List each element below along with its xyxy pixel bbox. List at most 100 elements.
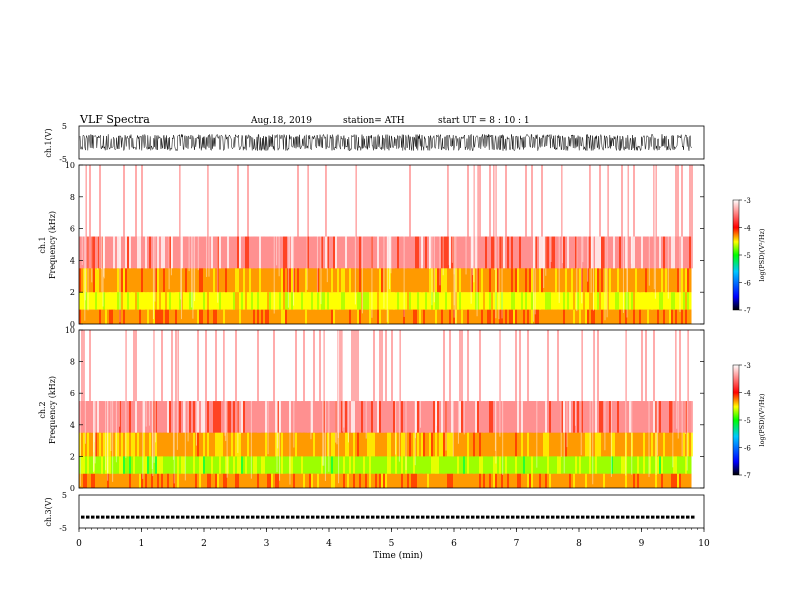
ch3-waveform-segment — [376, 515, 380, 519]
spectrogram-streak — [338, 330, 340, 484]
spectrogram-column — [631, 309, 633, 324]
spectrogram-column — [143, 330, 145, 402]
spectrogram-column — [425, 401, 427, 433]
spectrogram-column — [617, 330, 619, 402]
spectrogram-column — [227, 473, 229, 488]
spectrogram-streak — [561, 165, 563, 264]
spectrogram-column — [377, 456, 379, 474]
spectrogram-column — [641, 165, 643, 237]
spectrogram-column — [135, 309, 137, 324]
spectrogram-column — [489, 236, 491, 269]
spectrogram-column — [509, 456, 511, 474]
spectrogram-column — [473, 268, 475, 293]
spectrogram-column — [141, 268, 143, 293]
spectrogram-column — [105, 268, 107, 293]
spectrogram-column — [99, 309, 101, 324]
spectrogram-streak — [125, 330, 127, 458]
ch3-waveform-segment — [426, 515, 430, 519]
spectrogram-column — [499, 309, 501, 324]
spectrogram-column — [557, 309, 559, 324]
ch3-waveform-segment — [631, 515, 635, 519]
spectrogram-column — [125, 268, 127, 293]
spectrogram-column — [239, 165, 241, 237]
spectrogram-streak — [499, 330, 501, 437]
spectrogram-column — [563, 236, 565, 269]
spectrogram-column — [399, 165, 401, 237]
spectrogram-streak — [148, 330, 150, 426]
spectrogram-column — [587, 432, 589, 457]
ch1-waveform-line — [79, 133, 692, 152]
spectrogram-column — [103, 236, 105, 269]
spectrogram-column — [301, 292, 303, 310]
spectrogram-column — [237, 165, 239, 237]
spectrogram-column — [99, 432, 101, 457]
spectrogram-column — [265, 309, 267, 324]
spectrogram-streak — [587, 165, 589, 282]
spectrogram-column — [529, 456, 531, 474]
spectrogram-column — [497, 268, 499, 293]
spectrogram-column — [221, 432, 223, 457]
spectrogram-column — [507, 165, 509, 237]
spectrogram-column — [123, 268, 125, 293]
spectrogram-column — [231, 268, 233, 293]
spectrogram-column — [283, 456, 285, 474]
spectrogram-column — [669, 401, 671, 433]
spectrogram-column — [441, 309, 443, 324]
spectrogram-column — [191, 330, 193, 402]
ch3-waveform-segment — [256, 515, 260, 519]
spectrogram-column — [443, 330, 445, 402]
spectrogram-column — [525, 330, 527, 402]
spectrogram-column — [553, 330, 555, 402]
ch3-waveform-segment — [536, 515, 540, 519]
spectrogram-column — [639, 330, 641, 402]
ch1-spectrogram-ylabel-freq: Frequency (kHz) — [48, 211, 57, 279]
ch3-waveform-segment — [181, 515, 185, 519]
spectrogram-column — [189, 292, 191, 310]
ch2-colorbar-label: log(PSD)(V²/Hz) — [758, 393, 766, 446]
ch2-spectrogram-frame — [78, 329, 705, 489]
spectrogram-column — [207, 432, 209, 457]
spectrogram-column — [315, 292, 317, 310]
spectrogram-column — [587, 456, 589, 474]
spectrogram-column — [235, 268, 237, 293]
spectrogram-column — [629, 292, 631, 310]
spectrogram-column — [521, 432, 523, 457]
ch3-waveform-segment — [96, 515, 100, 519]
spectrogram-column — [281, 309, 283, 324]
spectrogram-column — [517, 236, 519, 269]
spectrogram-column — [175, 268, 177, 293]
spectrogram-column — [531, 292, 533, 310]
spectrogram-streak — [172, 330, 174, 460]
ch3-waveform-segment — [521, 515, 525, 519]
spectrogram-column — [193, 268, 195, 293]
spectrogram-column — [233, 268, 235, 293]
spectrogram-column — [505, 401, 507, 433]
spectrogram-column — [529, 432, 531, 457]
spectrogram-column — [341, 268, 343, 293]
spectrogram-streak — [576, 165, 578, 312]
ch3-waveform-segment — [441, 515, 445, 519]
spectrogram-column — [547, 309, 549, 324]
spectrogram-column — [245, 292, 247, 310]
spectrogram-column — [397, 292, 399, 310]
spectrogram-column — [229, 456, 231, 474]
spectrogram-column — [231, 330, 233, 402]
spectrogram-column — [681, 473, 683, 488]
spectrogram-column — [207, 473, 209, 488]
spectrogram-column — [133, 165, 135, 237]
spectrogram-column — [311, 268, 313, 293]
spectrogram-column — [363, 309, 365, 324]
spectrogram-column — [299, 330, 301, 402]
ch3-waveform-segment — [691, 515, 695, 519]
spectrogram-column — [227, 330, 229, 402]
spectrogram-column — [581, 268, 583, 293]
spectrogram-column — [147, 236, 149, 269]
spectrogram-column — [441, 473, 443, 488]
spectrogram-column — [153, 401, 155, 433]
ytick-label: 0 — [70, 320, 75, 329]
spectrogram-column — [109, 432, 111, 457]
spectrogram-column — [209, 473, 211, 488]
spectrogram-column — [457, 473, 459, 488]
spectrogram-column — [577, 330, 579, 402]
spectrogram-streak — [336, 330, 338, 445]
